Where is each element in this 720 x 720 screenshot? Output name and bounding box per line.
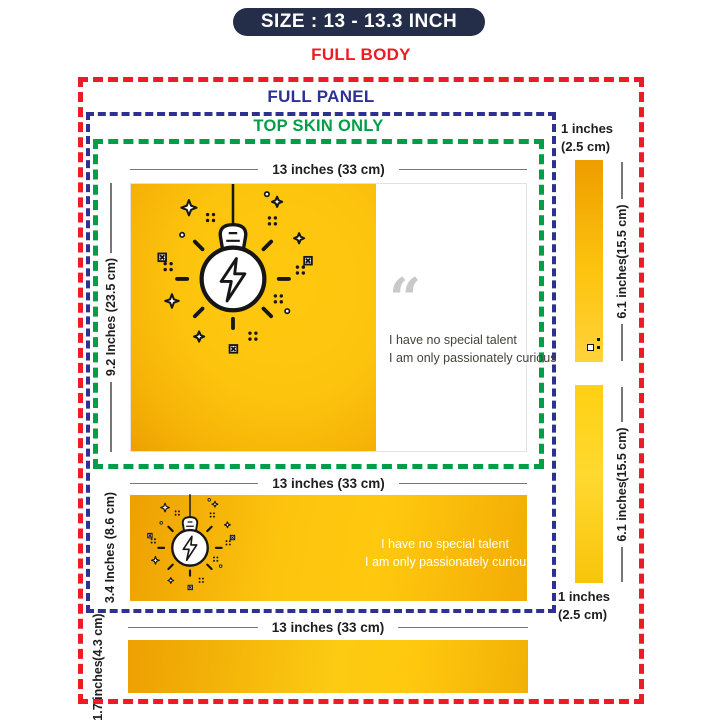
bottom-strip-width-dimension: 13 inches (33 cm) — [128, 619, 528, 636]
dimension-line — [621, 387, 623, 423]
side-strip-height-label-line2: (15.5 cm) — [615, 204, 629, 259]
quote-icon: “ — [389, 266, 421, 332]
side-strip-top-preview — [575, 160, 603, 362]
side-strip-width-line2: (2.5 cm) — [558, 607, 608, 622]
side-strip-width-line1: 1 inches — [561, 121, 614, 136]
top-skin-height-label: 9.2 Inches (23.5 cm) — [104, 258, 118, 377]
side-strip-height-label-line2: (15.5 cm) — [615, 427, 629, 482]
quote-line-1: I have no special talent — [389, 333, 517, 348]
full-panel-label: FULL PANEL — [267, 87, 375, 106]
top-skin-outline — [93, 139, 544, 469]
side-strip-height-label-line1: 6.1 inches — [615, 258, 629, 319]
side-strip-width-line1: 1 inches — [558, 589, 611, 604]
yellow-artwork-area — [131, 184, 376, 451]
top-skin-height-dimension: 9.2 Inches (23.5 cm) — [99, 183, 123, 452]
full-panel-outline — [86, 112, 556, 613]
artwork-speck — [597, 338, 600, 341]
artwork-speck — [597, 346, 600, 349]
middle-strip-height-dimension: 3.4 Inches (8.6 cm) — [97, 492, 123, 604]
top-skin-label: TOP SKIN ONLY — [253, 117, 384, 135]
quote-block: “ I have no special talent I am only pas… — [389, 266, 557, 367]
quote-line-2: I am only passionately curious — [365, 555, 533, 570]
size-badge: SIZE : 13 - 13.3 INCH — [233, 8, 485, 36]
bottom-strip-height-label-line1: 1.7 inches — [91, 660, 105, 720]
bottom-strip-width-label: 13 inches (33 cm) — [271, 620, 385, 635]
dimension-line — [110, 381, 112, 452]
dimension-line — [128, 626, 258, 629]
dimension-line — [110, 183, 112, 254]
dimension-line — [130, 168, 259, 171]
side-strip-width-line2: (2.5 cm) — [561, 139, 611, 154]
side-strip-bottom-preview — [575, 385, 603, 583]
middle-strip-width-dimension: 13 inches (33 cm) — [130, 475, 527, 492]
artwork-speck — [587, 344, 594, 351]
dimension-line — [398, 626, 528, 629]
dimension-line — [130, 482, 259, 485]
full-body-label: FULL BODY — [311, 45, 411, 64]
side-strip-height-label-line1: 6.1 inches — [615, 481, 629, 542]
quote-line-1: I have no special talent — [381, 537, 509, 551]
bottom-strip-height-dimension: 1.7 inches (4.3 cm) — [79, 613, 117, 720]
top-skin-width-label: 13 inches (33 cm) — [272, 162, 385, 177]
bottom-strip-preview — [128, 640, 528, 693]
side-strip-top-height-dimension: 6.1 inches (15.5 cm) — [604, 162, 640, 361]
side-strip-top-width-label: 1 inches (2.5 cm) — [561, 120, 613, 156]
side-strip-bottom-width-label: 1 inches (2.5 cm) — [558, 588, 610, 624]
quote-line-2: I am only passionately curious — [389, 351, 557, 366]
dimension-line — [621, 546, 623, 582]
dimension-line — [621, 162, 623, 200]
dimension-line — [398, 168, 527, 171]
middle-strip-width-label: 13 inches (33 cm) — [272, 476, 385, 491]
top-skin-panel-preview: “ I have no special talent I am only pas… — [130, 183, 557, 452]
full-body-outline — [78, 77, 644, 704]
bottom-strip-height-label-line2: (4.3 cm) — [91, 613, 105, 661]
side-strip-bottom-height-dimension: 6.1 inches (15.5 cm) — [604, 387, 640, 582]
middle-strip-preview: I have no special talent I am only passi… — [130, 494, 533, 601]
dimension-line — [621, 323, 623, 361]
middle-strip-height-label: 3.4 Inches (8.6 cm) — [103, 492, 117, 604]
strip-quote-block: I have no special talent I am only passi… — [365, 535, 533, 571]
dimension-line — [398, 482, 527, 485]
top-skin-width-dimension: 13 inches (33 cm) — [130, 161, 527, 178]
lightbulb-icon — [142, 494, 238, 595]
lightbulb-icon — [148, 184, 318, 362]
